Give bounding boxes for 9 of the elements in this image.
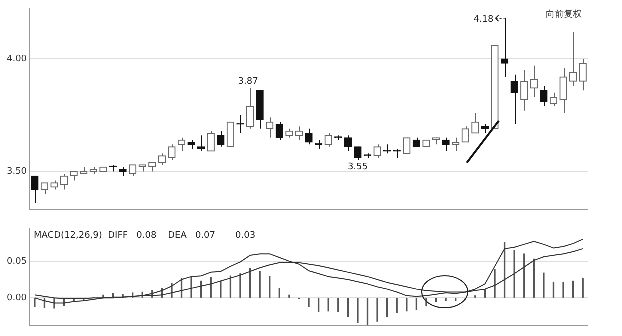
annotation: 3.55: [348, 162, 368, 172]
y-tick-label: 0.00: [6, 293, 28, 304]
annotation: 3.87: [238, 77, 258, 88]
annotation: 4.18: [474, 14, 494, 25]
chart-title: MACD(12,26,9) DIFF 0.08 DEA 0.07 0.03: [34, 231, 256, 242]
y-tick-label: 0.05: [6, 256, 28, 267]
y-tick-label: 3.50: [6, 167, 28, 178]
annotation: 向前复权: [546, 8, 582, 21]
y-tick-label: 4.00: [6, 54, 28, 64]
